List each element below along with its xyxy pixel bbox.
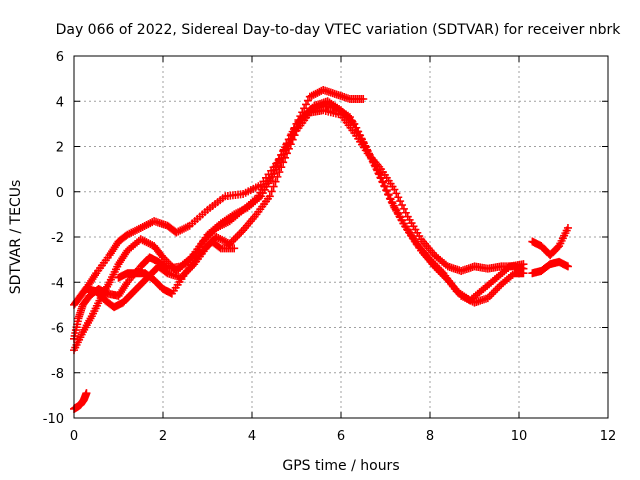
data-point bbox=[269, 182, 278, 191]
y-tick-label: 6 bbox=[56, 50, 64, 65]
data-point bbox=[277, 163, 286, 172]
data-point bbox=[399, 204, 408, 213]
x-tick-label: 12 bbox=[600, 429, 617, 444]
data-point bbox=[394, 193, 403, 202]
series-track-7 bbox=[528, 223, 572, 260]
data-point bbox=[237, 228, 246, 237]
x-tick-label: 10 bbox=[511, 429, 528, 444]
data-point bbox=[359, 94, 368, 103]
data-point bbox=[265, 192, 274, 201]
series-track-8 bbox=[528, 257, 572, 278]
y-tick-label: -8 bbox=[51, 367, 64, 382]
data-point bbox=[519, 264, 528, 273]
y-tick-label: -4 bbox=[51, 276, 64, 291]
data-point bbox=[271, 177, 280, 186]
plot-frame bbox=[73, 55, 609, 419]
data-point bbox=[284, 144, 293, 153]
data-point bbox=[303, 96, 312, 105]
data-point bbox=[380, 181, 389, 190]
data-point bbox=[273, 172, 282, 181]
data-point bbox=[288, 135, 297, 144]
data-point bbox=[483, 294, 492, 303]
data-point bbox=[493, 284, 502, 293]
y-axis-label: SDTVAR / TECUs bbox=[8, 180, 24, 295]
data-point bbox=[563, 223, 572, 232]
data-point bbox=[275, 168, 284, 177]
data-point bbox=[382, 186, 391, 195]
data-point bbox=[233, 232, 242, 241]
y-tick-label: -2 bbox=[51, 231, 64, 246]
data-point bbox=[235, 230, 244, 239]
data-point bbox=[286, 140, 295, 149]
data-point bbox=[230, 244, 239, 253]
data-point bbox=[392, 189, 401, 198]
x-axis-label: GPS time / hours bbox=[282, 458, 399, 474]
data-markers bbox=[70, 85, 572, 413]
data-point bbox=[491, 286, 500, 295]
y-tick-label: -10 bbox=[43, 412, 64, 427]
data-point bbox=[281, 153, 290, 162]
data-point bbox=[279, 158, 288, 167]
series-track-5 bbox=[114, 237, 239, 298]
x-tick-label: 2 bbox=[159, 429, 167, 444]
data-point bbox=[489, 288, 498, 297]
y-tick-label: 2 bbox=[56, 141, 64, 156]
series-track-6 bbox=[70, 389, 91, 413]
data-point bbox=[282, 149, 291, 158]
data-point bbox=[487, 290, 496, 299]
data-point bbox=[563, 262, 572, 271]
y-tick-label: 4 bbox=[56, 95, 64, 110]
y-tick-labels: -10 -8 -6 -4 -2 0 2 4 6 bbox=[43, 50, 64, 427]
data-point bbox=[396, 197, 405, 206]
data-point bbox=[378, 177, 387, 186]
data-point bbox=[267, 187, 276, 196]
y-tick-label: -6 bbox=[51, 322, 64, 337]
data-point bbox=[384, 190, 393, 199]
data-point bbox=[231, 233, 240, 242]
y-tick-label: 0 bbox=[56, 186, 64, 201]
data-point bbox=[398, 201, 407, 210]
x-tick-label: 6 bbox=[337, 429, 345, 444]
data-point bbox=[290, 131, 299, 140]
series-track-2 bbox=[70, 97, 528, 343]
x-tick-label: 4 bbox=[248, 429, 256, 444]
chart-title: Day 066 of 2022, Sidereal Day-to-day VTE… bbox=[56, 22, 622, 38]
x-tick-label: 0 bbox=[70, 429, 78, 444]
data-point bbox=[82, 389, 91, 398]
x-tick-labels: 0 2 4 6 8 10 12 bbox=[70, 429, 616, 444]
x-tick-label: 8 bbox=[426, 429, 434, 444]
